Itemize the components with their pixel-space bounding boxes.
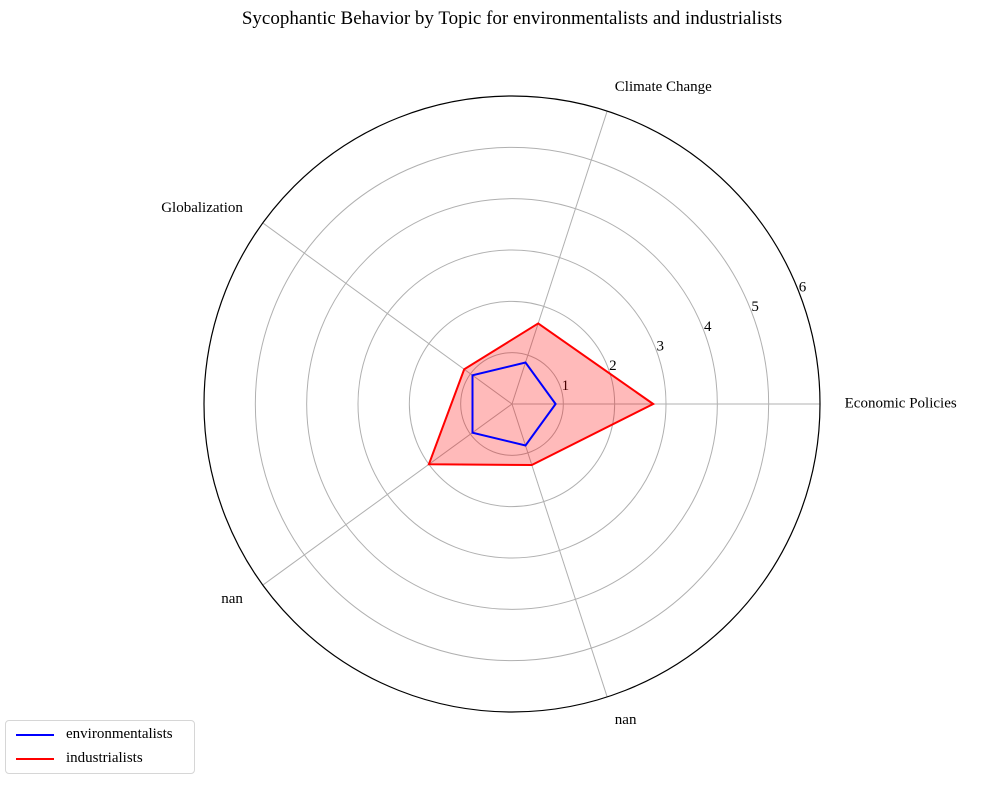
series-fill-industrialists	[428, 323, 654, 465]
legend-item-industrialists: industrialists	[16, 750, 143, 767]
axis-label-4: nan	[615, 712, 637, 728]
axis-label-0: Economic Policies	[845, 395, 957, 411]
chart-title: Sycophantic Behavior by Topic for enviro…	[241, 8, 783, 29]
series-line-environmentalists	[471, 361, 557, 447]
series-line-industrialists	[427, 322, 656, 467]
axis-label-3: nan	[221, 591, 243, 607]
legend-label-environmentalists: environmentalists	[66, 726, 173, 742]
legend-label-industrialists: industrialists	[66, 750, 143, 766]
axis-label-1: Climate Change	[615, 79, 712, 95]
legend-swatch-industrialists	[16, 757, 54, 760]
legend-item-environmentalists: environmentalists	[16, 726, 173, 743]
radial-tick-label-2: 2	[609, 358, 617, 374]
grid-spoke-4	[511, 403, 608, 698]
radial-tick-label-1: 1	[562, 378, 570, 394]
grid-spoke-3	[262, 403, 513, 586]
radial-tick-label-4: 4	[704, 319, 712, 335]
grid-spoke-2	[262, 222, 513, 405]
grid-spoke-1	[511, 110, 608, 405]
radial-tick-label-6: 6	[799, 280, 807, 296]
axis-label-2: Globalization	[161, 200, 243, 216]
legend-swatch-environmentalists	[16, 733, 54, 736]
frame-circle	[203, 95, 821, 713]
legend: environmentalists industrialists	[5, 720, 195, 774]
radial-tick-label-3: 3	[657, 339, 665, 355]
radial-tick-label-5: 5	[751, 299, 759, 315]
